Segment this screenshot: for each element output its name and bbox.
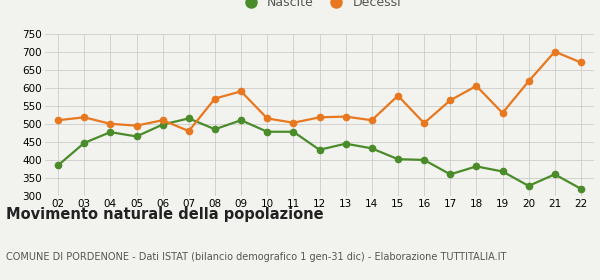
Decessi <box>316 116 323 119</box>
Decessi <box>421 122 428 125</box>
Nascite <box>499 170 506 173</box>
Nascite <box>133 135 140 138</box>
Nascite <box>316 148 323 151</box>
Nascite <box>159 123 166 126</box>
Text: Movimento naturale della popolazione: Movimento naturale della popolazione <box>6 207 323 222</box>
Line: Decessi: Decessi <box>55 48 584 134</box>
Legend: Nascite, Decessi: Nascite, Decessi <box>233 0 406 14</box>
Nascite <box>290 130 297 134</box>
Decessi <box>238 90 245 93</box>
Nascite <box>55 164 62 167</box>
Decessi <box>342 115 349 118</box>
Nascite <box>185 117 193 120</box>
Decessi <box>211 97 218 100</box>
Decessi <box>80 116 88 119</box>
Nascite <box>525 184 532 188</box>
Decessi <box>473 84 480 88</box>
Decessi <box>446 99 454 102</box>
Decessi <box>159 118 166 122</box>
Nascite <box>368 147 376 150</box>
Decessi <box>263 117 271 120</box>
Decessi <box>107 122 114 125</box>
Decessi <box>499 111 506 115</box>
Nascite <box>263 130 271 134</box>
Decessi <box>551 50 559 53</box>
Text: COMUNE DI PORDENONE - Dati ISTAT (bilancio demografico 1 gen-31 dic) - Elaborazi: COMUNE DI PORDENONE - Dati ISTAT (bilanc… <box>6 252 506 262</box>
Line: Nascite: Nascite <box>55 115 584 192</box>
Nascite <box>394 158 401 161</box>
Decessi <box>290 121 297 124</box>
Decessi <box>368 118 376 122</box>
Nascite <box>577 187 584 190</box>
Decessi <box>55 118 62 122</box>
Nascite <box>421 158 428 162</box>
Decessi <box>577 61 584 64</box>
Decessi <box>133 124 140 127</box>
Decessi <box>185 129 193 133</box>
Decessi <box>525 80 532 83</box>
Nascite <box>473 165 480 168</box>
Nascite <box>107 130 114 134</box>
Nascite <box>446 173 454 176</box>
Decessi <box>394 94 401 97</box>
Nascite <box>238 118 245 122</box>
Nascite <box>342 142 349 145</box>
Nascite <box>551 173 559 176</box>
Nascite <box>80 141 88 145</box>
Nascite <box>211 128 218 131</box>
